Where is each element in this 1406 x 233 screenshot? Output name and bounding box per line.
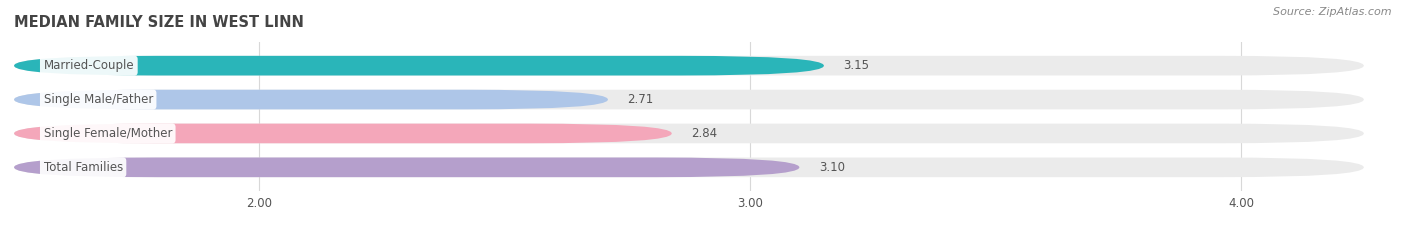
Text: 2.71: 2.71: [627, 93, 654, 106]
Text: Single Female/Mother: Single Female/Mother: [44, 127, 172, 140]
FancyBboxPatch shape: [14, 158, 1364, 177]
FancyBboxPatch shape: [14, 90, 1364, 109]
FancyBboxPatch shape: [14, 158, 800, 177]
Text: MEDIAN FAMILY SIZE IN WEST LINN: MEDIAN FAMILY SIZE IN WEST LINN: [14, 15, 304, 30]
FancyBboxPatch shape: [14, 90, 607, 109]
Text: Total Families: Total Families: [44, 161, 122, 174]
Text: Source: ZipAtlas.com: Source: ZipAtlas.com: [1274, 7, 1392, 17]
FancyBboxPatch shape: [14, 56, 824, 75]
Text: 3.10: 3.10: [820, 161, 845, 174]
Text: 3.15: 3.15: [844, 59, 869, 72]
Text: Single Male/Father: Single Male/Father: [44, 93, 153, 106]
Text: Married-Couple: Married-Couple: [44, 59, 134, 72]
FancyBboxPatch shape: [14, 124, 1364, 143]
Text: 2.84: 2.84: [692, 127, 717, 140]
FancyBboxPatch shape: [14, 124, 672, 143]
FancyBboxPatch shape: [14, 56, 1364, 75]
